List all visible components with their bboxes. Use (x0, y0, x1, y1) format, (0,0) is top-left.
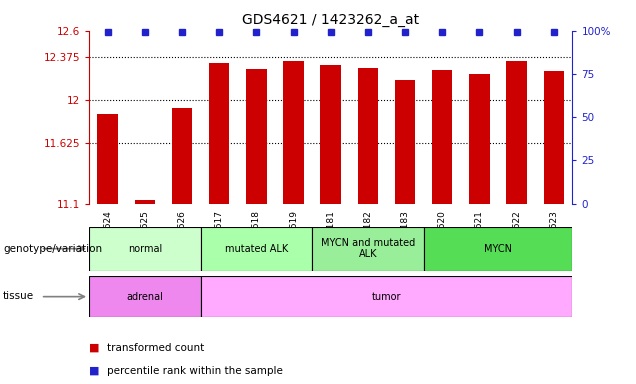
Text: transformed count: transformed count (107, 343, 204, 353)
Bar (506, 61, 527, 204)
Bar (395, 80, 415, 204)
Bar (97, 114, 118, 204)
Text: MYCN: MYCN (484, 243, 512, 254)
Text: ■: ■ (89, 343, 103, 353)
Bar (246, 69, 266, 204)
Text: genotype/variation: genotype/variation (3, 244, 102, 254)
Bar (544, 71, 564, 204)
Text: tissue: tissue (3, 291, 34, 301)
Title: GDS4621 / 1423262_a_at: GDS4621 / 1423262_a_at (242, 13, 419, 27)
Bar (312, 227, 424, 271)
Bar (424, 227, 572, 271)
Bar (172, 108, 192, 204)
Bar (432, 70, 452, 204)
Bar (357, 68, 378, 204)
Text: adrenal: adrenal (127, 291, 163, 302)
Text: MYCN and mutated
ALK: MYCN and mutated ALK (321, 238, 415, 260)
Bar (135, 200, 155, 204)
Bar (283, 61, 304, 204)
Text: ■: ■ (89, 366, 103, 376)
Bar (321, 65, 341, 204)
Bar (200, 276, 572, 317)
Bar (200, 227, 312, 271)
Bar (89, 276, 200, 317)
Bar (89, 227, 200, 271)
Bar (209, 63, 230, 204)
Text: normal: normal (128, 243, 162, 254)
Text: tumor: tumor (372, 291, 401, 302)
Text: percentile rank within the sample: percentile rank within the sample (107, 366, 283, 376)
Text: mutated ALK: mutated ALK (225, 243, 288, 254)
Bar (469, 74, 490, 204)
